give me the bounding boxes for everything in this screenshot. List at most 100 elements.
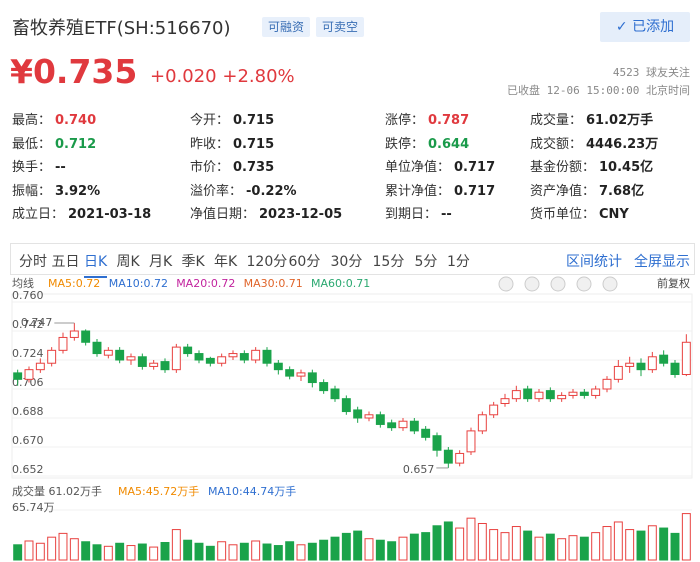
volume-bar xyxy=(81,541,91,561)
tab[interactable]: 30分 xyxy=(330,254,363,270)
volume-bar xyxy=(296,544,306,561)
tab[interactable]: 年K xyxy=(214,254,238,270)
stat: 资产净值： 7.68亿 xyxy=(530,180,644,199)
tab[interactable]: 1分 xyxy=(447,254,470,270)
stat-label: 单位净值： xyxy=(385,160,451,175)
candle-body xyxy=(126,356,136,361)
tool-icon xyxy=(498,276,514,292)
candle-body xyxy=(194,353,204,361)
tab[interactable]: 周K xyxy=(116,254,140,270)
volume-bar xyxy=(307,542,317,561)
tab[interactable]: 60分 xyxy=(288,254,321,270)
stat-label: 成立日： xyxy=(12,207,65,222)
ma-item: MA5:0.72 xyxy=(48,277,100,290)
volume-bar xyxy=(58,532,68,561)
y-tick-label: 0.652 xyxy=(12,463,44,476)
candle-body xyxy=(636,362,646,371)
stat-value: 2021-03-18 xyxy=(68,207,152,222)
candle-body xyxy=(160,361,170,371)
tab[interactable]: 五日 xyxy=(51,254,80,270)
stat-label: 最高： xyxy=(12,113,52,128)
ma-item: MA10:0.72 xyxy=(109,277,168,290)
stat-label: 换手： xyxy=(12,160,52,175)
candle-body xyxy=(670,362,680,375)
candle-body xyxy=(625,362,635,367)
stat: 成立日： 2021-03-18 xyxy=(12,203,151,222)
volume-bar xyxy=(421,532,431,561)
candle-body xyxy=(330,388,340,400)
follow-button[interactable]: ✓ 已添加 xyxy=(600,12,690,42)
volume-bar xyxy=(353,530,363,561)
candle-body xyxy=(443,449,453,464)
tool-icon xyxy=(576,276,592,292)
stat: 成交量： 61.02万手 xyxy=(530,109,653,128)
badge: 可融资 xyxy=(262,17,311,37)
candle-body xyxy=(613,365,623,380)
plot-frame xyxy=(11,293,693,479)
stat-label: 最低： xyxy=(12,136,52,152)
stat-value: 0.712 xyxy=(55,136,97,152)
volume-bar xyxy=(285,541,295,561)
volume-title: 成交量 61.02万手 xyxy=(12,484,102,498)
candle-body xyxy=(398,420,408,429)
stat-value: 3.92% xyxy=(55,183,101,199)
volume-bar xyxy=(409,533,419,561)
stat: 累计净值： 0.717 xyxy=(385,180,495,199)
candle-body xyxy=(307,372,317,384)
tab[interactable]: 月K xyxy=(149,254,173,270)
change-value: +0.020 xyxy=(150,66,217,87)
tab[interactable]: 分时 xyxy=(19,254,47,270)
stat: 换手： -- xyxy=(12,156,66,175)
stat-label: 成交量： xyxy=(530,113,583,128)
stat-label: 基金份额： xyxy=(530,160,596,175)
candle-body xyxy=(183,346,193,355)
tool[interactable]: 区间统计 xyxy=(566,254,622,270)
stat: 最高： 0.740 xyxy=(12,109,96,128)
candle-body xyxy=(69,330,79,338)
candle-body xyxy=(205,357,215,364)
tab[interactable]: 季K xyxy=(181,254,205,270)
stat-value: 10.45亿 xyxy=(599,160,654,175)
candle-body xyxy=(217,356,227,364)
followers: 4523 球友关注 xyxy=(612,66,690,79)
candle-body xyxy=(477,414,487,432)
candle-body xyxy=(602,378,612,390)
candle-body xyxy=(534,391,544,400)
volume-bar xyxy=(681,513,691,561)
tab[interactable]: 120分 xyxy=(246,254,288,270)
candle-body xyxy=(251,349,261,361)
candle-body xyxy=(579,391,589,396)
volume-bar xyxy=(228,544,238,561)
candle-body xyxy=(387,422,397,429)
stat: 成交额： 4446.23万 xyxy=(530,133,658,152)
tool-icon xyxy=(602,276,618,292)
candle-body xyxy=(681,341,691,375)
stat-value: CNY xyxy=(599,207,629,222)
stat-label: 振幅： xyxy=(12,183,52,199)
candle-body xyxy=(568,391,578,396)
volume-bar xyxy=(489,529,499,561)
volume-bar xyxy=(115,542,125,561)
stat-label: 净值日期： xyxy=(190,207,256,222)
volume-bar xyxy=(387,541,397,561)
tab[interactable]: 5分 xyxy=(414,254,438,270)
y-tick-label: 0.760 xyxy=(12,289,44,302)
stat: 到期日： -- xyxy=(385,203,452,222)
stat-label: 成交额： xyxy=(530,136,583,152)
stat: 振幅： 3.92% xyxy=(12,180,100,199)
candle-body xyxy=(319,382,329,392)
tab[interactable]: 日K xyxy=(84,251,108,278)
volume-bar xyxy=(613,521,623,561)
tab[interactable]: 15分 xyxy=(372,254,405,270)
ma-item: MA20:0.72 xyxy=(176,277,235,290)
stat-value: 0.644 xyxy=(428,136,470,152)
volume-bar xyxy=(432,525,442,561)
stat: 今开： 0.715 xyxy=(190,109,274,128)
candle-body xyxy=(103,349,113,356)
tool[interactable]: 全屏显示 xyxy=(634,254,690,270)
volume-ma: MA5:45.72万手 xyxy=(118,484,199,498)
volume-bar xyxy=(183,539,193,561)
volume-bar xyxy=(523,530,533,561)
volume-bar xyxy=(13,544,23,561)
